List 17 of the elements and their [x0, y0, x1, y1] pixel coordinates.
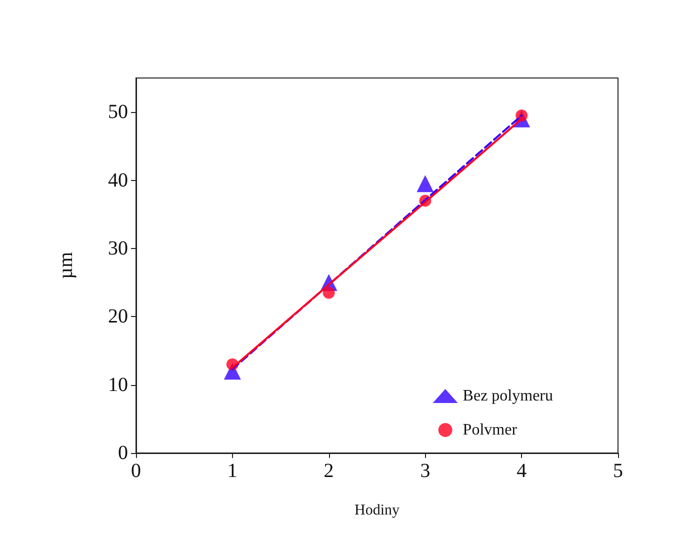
x-tick-label: 4	[516, 460, 527, 482]
y-tick-label: 40	[108, 169, 128, 192]
y-axis-title: µm	[55, 252, 77, 280]
point	[416, 175, 434, 192]
x-axis-title: Hodiny	[354, 502, 400, 518]
x-tick-label: 1	[227, 460, 238, 482]
y-tick-label: 20	[108, 306, 128, 328]
y-tick-label: 30	[108, 237, 128, 260]
legend-label: Bez polymeru	[462, 388, 554, 404]
y-tick-label: 10	[108, 374, 128, 396]
y-tick-label: 50	[108, 101, 128, 124]
x-tick-label: 2	[324, 460, 334, 482]
legend-label: Polvmer	[462, 422, 518, 438]
point	[322, 286, 335, 299]
x-tick-label: 5	[613, 460, 623, 482]
x-tick-label: 3	[420, 460, 430, 482]
y-tick-label: 0	[118, 442, 128, 464]
